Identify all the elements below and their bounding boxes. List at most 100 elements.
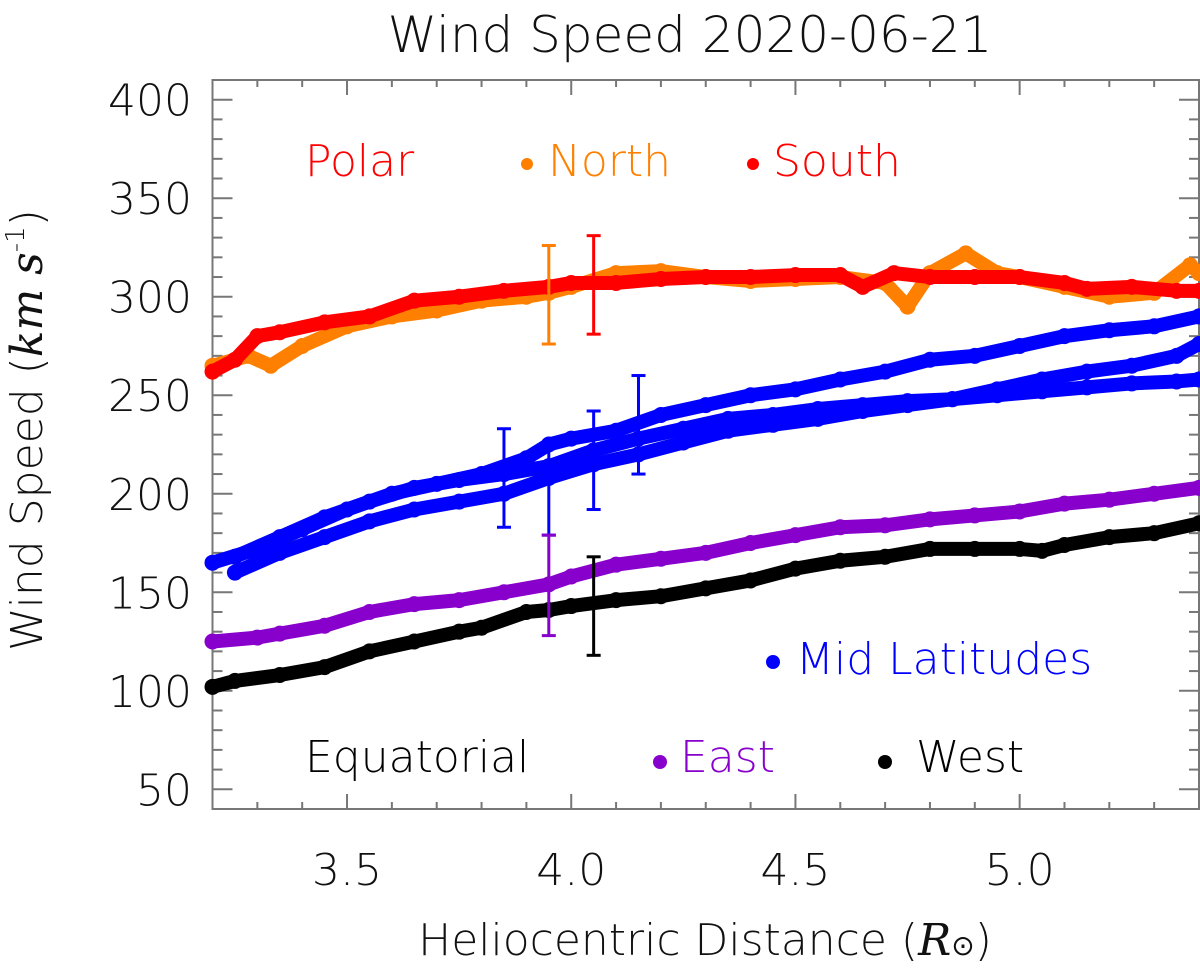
error-bar [541, 533, 556, 638]
error-bar [541, 244, 556, 346]
y-axis-label: Wind Speed (km s-1) [1, 209, 53, 651]
data-point [204, 633, 221, 650]
data-point [316, 617, 333, 634]
data-point [675, 434, 692, 451]
data-point [1078, 363, 1095, 380]
data-point [518, 450, 535, 467]
data-point [406, 479, 423, 496]
data-point [720, 422, 737, 439]
x-axis-label-subscript: ⊙ [951, 929, 974, 962]
data-point [832, 267, 849, 284]
data-point [1168, 373, 1185, 390]
data-point [944, 391, 961, 408]
y-axis-label-unit: km s [2, 252, 53, 357]
data-point [1123, 375, 1140, 392]
data-point [451, 288, 468, 305]
data-point [989, 381, 1006, 398]
y-axis-label-exponent: -1 [1, 226, 31, 252]
data-point [1011, 503, 1028, 520]
series-west [204, 515, 1200, 695]
data-point [1011, 269, 1028, 286]
data-point [899, 397, 916, 414]
series-layer [204, 245, 1200, 695]
axes: 3.5 4.0 4.5 5.0 50 100 150 200 250 300 350 400 [108, 76, 1200, 896]
legend-heading-polar: Polar [305, 136, 415, 187]
data-point [361, 603, 378, 620]
y-tick-label: 200 [108, 470, 192, 521]
data-point [271, 544, 288, 561]
data-point [608, 274, 625, 291]
data-point [1101, 529, 1118, 546]
data-point [406, 633, 423, 650]
data-point [608, 592, 625, 609]
series-north [204, 245, 1200, 374]
data-point [226, 548, 243, 565]
data-point [1034, 542, 1051, 559]
data-point [262, 357, 279, 374]
data-point [1191, 308, 1200, 325]
data-point [697, 269, 714, 286]
legend-marker-south [747, 158, 759, 170]
data-point [518, 603, 535, 620]
legend-marker-north [521, 158, 533, 170]
data-point [1123, 278, 1140, 295]
data-point [1056, 495, 1073, 512]
data-point [249, 629, 266, 646]
data-point [966, 507, 983, 524]
data-point [832, 519, 849, 536]
data-point [921, 269, 938, 286]
data-point [957, 245, 974, 262]
data-point [271, 667, 288, 684]
data-point [1191, 265, 1200, 282]
data-point [204, 554, 221, 571]
data-point [361, 513, 378, 530]
data-point [1191, 479, 1200, 496]
data-point [787, 267, 804, 284]
legend-marker-mid-latitudes [766, 655, 780, 669]
data-point [765, 416, 782, 433]
data-point [1191, 336, 1200, 353]
x-tick-label: 4.0 [536, 845, 606, 896]
error-bar [586, 409, 601, 512]
y-tick-label: 50 [136, 765, 192, 816]
data-point [787, 560, 804, 577]
legend-entry-mid-latitudes: Mid Latitudes [796, 634, 1092, 685]
data-point [899, 298, 916, 315]
data-point [1011, 337, 1028, 354]
data-point [608, 556, 625, 573]
data-point [1078, 379, 1095, 396]
data-point [742, 535, 759, 552]
data-point [563, 430, 580, 447]
data-point [1034, 371, 1051, 388]
x-axis-label-text: Heliocentric Distance [418, 915, 887, 966]
data-point [226, 672, 243, 689]
x-axis-label: Heliocentric Distance (R⊙) [418, 915, 992, 966]
data-point [451, 623, 468, 640]
legend-heading-equatorial: Equatorial [305, 732, 529, 783]
data-point [1056, 328, 1073, 345]
data-point [495, 584, 512, 601]
data-point [473, 619, 490, 636]
data-point [877, 517, 894, 534]
data-point [1168, 347, 1185, 364]
error-bar [631, 374, 646, 476]
data-point [1191, 515, 1200, 532]
data-point [1078, 280, 1095, 297]
legend-marker-west [878, 755, 892, 769]
data-point [1011, 540, 1028, 557]
data-point [675, 420, 692, 437]
data-point [652, 550, 669, 567]
data-point [249, 328, 266, 345]
data-point [495, 282, 512, 299]
error-bar [586, 555, 601, 657]
legend-entry-north: North [548, 136, 671, 187]
data-point [406, 292, 423, 309]
y-tick-label: 250 [108, 371, 192, 422]
data-point [697, 397, 714, 414]
legend-marker-east [653, 755, 667, 769]
plot-frame [211, 79, 1200, 810]
data-point [271, 529, 288, 546]
data-point [451, 592, 468, 609]
x-tick-label: 4.5 [760, 845, 830, 896]
data-point [294, 337, 311, 354]
